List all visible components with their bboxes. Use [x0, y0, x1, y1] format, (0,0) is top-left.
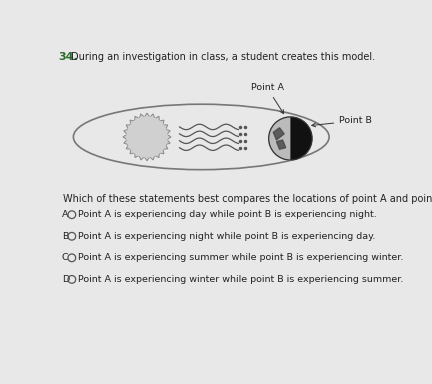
- Circle shape: [127, 117, 167, 157]
- Text: Point A: Point A: [251, 83, 284, 114]
- Text: Which of these statements best compares the locations of point A and point B?: Which of these statements best compares …: [64, 194, 432, 204]
- Text: A: A: [62, 210, 68, 219]
- Text: B: B: [62, 232, 68, 241]
- Text: Point B: Point B: [312, 116, 372, 127]
- Text: C: C: [62, 253, 68, 262]
- Circle shape: [269, 117, 312, 160]
- Text: During an investigation in class, a student creates this model.: During an investigation in class, a stud…: [71, 52, 375, 62]
- Polygon shape: [273, 128, 284, 140]
- Polygon shape: [290, 117, 312, 160]
- Polygon shape: [276, 140, 286, 149]
- Text: 34.: 34.: [59, 52, 78, 62]
- Polygon shape: [123, 113, 171, 161]
- Text: Point A is experiencing summer while point B is experiencing winter.: Point A is experiencing summer while poi…: [78, 253, 403, 262]
- Text: Point A is experiencing night while point B is experiencing day.: Point A is experiencing night while poin…: [78, 232, 375, 241]
- Text: D: D: [62, 275, 69, 284]
- Text: Point A is experiencing day while point B is experiencing night.: Point A is experiencing day while point …: [78, 210, 377, 219]
- Text: Point A is experiencing winter while point B is experiencing summer.: Point A is experiencing winter while poi…: [78, 275, 403, 284]
